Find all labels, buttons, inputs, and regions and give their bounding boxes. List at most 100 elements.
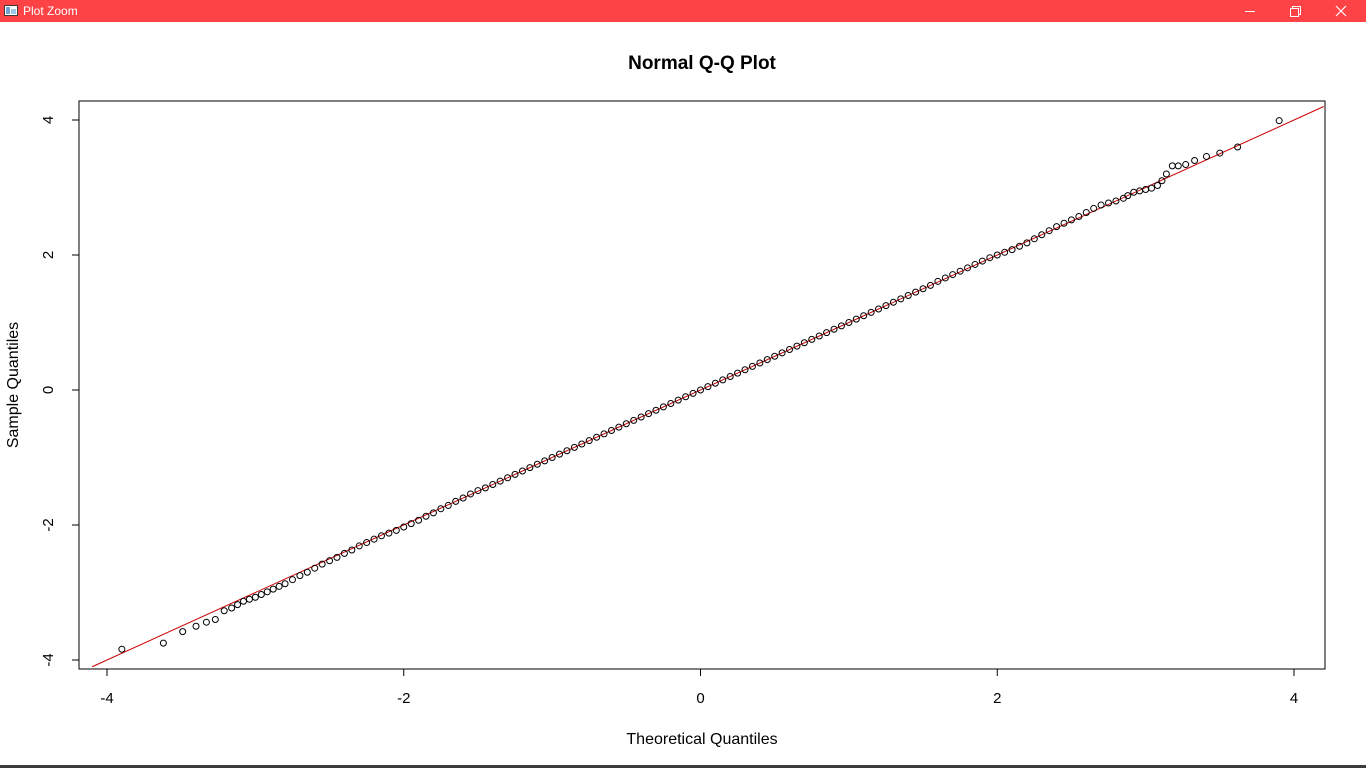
data-point	[837, 322, 845, 330]
data-point	[793, 342, 801, 350]
data-point	[808, 335, 816, 343]
data-point	[637, 413, 645, 421]
data-point	[934, 277, 942, 285]
data-point	[489, 481, 497, 488]
data-point	[296, 572, 304, 580]
data-point	[964, 264, 972, 272]
data-point	[1162, 170, 1170, 178]
data-point	[422, 512, 430, 520]
data-point	[711, 379, 719, 387]
data-point	[326, 557, 334, 565]
data-point	[667, 400, 675, 407]
data-point	[1082, 208, 1090, 216]
minimize-button[interactable]	[1227, 0, 1273, 22]
data-point	[1090, 204, 1098, 212]
data-point	[652, 406, 660, 414]
data-point	[281, 580, 289, 588]
data-point	[615, 423, 623, 431]
data-point	[211, 616, 219, 623]
data-point	[269, 585, 277, 593]
data-point	[303, 568, 311, 576]
title-bar[interactable]: Plot Zoom	[0, 0, 1366, 22]
data-point	[275, 582, 283, 590]
data-point	[355, 542, 363, 550]
data-point	[1182, 161, 1190, 169]
data-point	[245, 595, 253, 603]
x-tick-label: -2	[397, 690, 410, 707]
data-point	[674, 396, 682, 404]
data-point	[926, 281, 934, 289]
window-bottom-border	[0, 765, 1366, 768]
data-point	[993, 251, 1001, 259]
data-point	[467, 490, 475, 498]
data-point	[1075, 213, 1083, 221]
data-point	[867, 308, 875, 316]
data-point	[689, 389, 697, 397]
data-point	[220, 607, 228, 615]
data-point	[600, 430, 608, 438]
data-point	[563, 447, 571, 455]
data-point	[452, 497, 460, 505]
data-point	[815, 332, 823, 340]
data-point	[912, 288, 920, 296]
data-point	[444, 501, 452, 509]
data-point	[593, 433, 601, 441]
data-point	[986, 254, 994, 262]
data-point	[311, 564, 319, 572]
data-point	[756, 359, 764, 367]
data-point	[949, 271, 957, 279]
data-point	[659, 403, 667, 411]
data-point	[333, 553, 341, 561]
data-point	[251, 593, 259, 601]
data-point	[622, 420, 630, 428]
data-point	[897, 295, 905, 303]
data-point	[786, 346, 794, 353]
data-point	[1202, 152, 1210, 160]
data-point	[748, 362, 756, 370]
data-point	[852, 315, 860, 323]
data-point	[1008, 246, 1016, 254]
data-point	[734, 369, 742, 377]
x-tick-label: 0	[696, 690, 704, 707]
data-point	[971, 260, 979, 268]
data-point	[697, 386, 704, 394]
data-point	[570, 443, 578, 451]
data-point	[1158, 177, 1166, 185]
data-point	[548, 454, 556, 461]
close-button[interactable]	[1318, 0, 1364, 22]
data-point	[228, 604, 236, 612]
data-point	[526, 464, 534, 472]
minimize-icon	[1245, 11, 1255, 12]
y-tick-label: 2	[40, 251, 57, 259]
data-point	[518, 467, 526, 475]
data-point	[1105, 199, 1113, 207]
data-point	[1030, 235, 1038, 243]
data-point	[496, 477, 504, 485]
data-point	[1045, 227, 1053, 235]
data-point	[1124, 192, 1132, 200]
data-point	[860, 312, 868, 320]
data-point	[1275, 117, 1283, 125]
x-tick-label: -4	[100, 690, 113, 707]
x-tick-label: 2	[993, 690, 1001, 707]
data-point	[919, 285, 927, 293]
restore-icon	[1290, 6, 1301, 17]
x-tick-label: 4	[1290, 690, 1298, 707]
data-point	[585, 437, 593, 445]
reference-line	[91, 106, 1324, 668]
data-point	[385, 529, 393, 537]
data-point	[556, 450, 564, 458]
points-layer	[118, 117, 1283, 653]
data-point	[578, 440, 586, 448]
data-point	[400, 523, 408, 531]
data-point	[1001, 248, 1009, 256]
data-point	[630, 416, 638, 424]
data-point	[904, 292, 912, 299]
data-point	[377, 532, 385, 540]
data-point	[763, 356, 771, 364]
data-point	[459, 494, 467, 502]
data-point	[1234, 143, 1242, 151]
data-point	[607, 427, 615, 434]
restore-button[interactable]	[1272, 0, 1318, 22]
y-axis-label: Sample Quantiles	[5, 322, 22, 448]
